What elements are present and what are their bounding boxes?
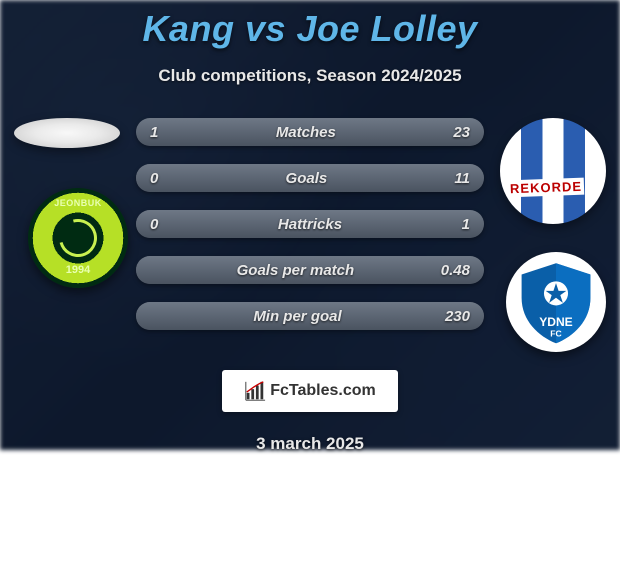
stat-row: 0 Hattricks 1 (136, 210, 484, 238)
stat-value-left: 1 (150, 124, 158, 141)
club-right-shield-icon: YDNE FC (513, 259, 599, 345)
brand-text: FcTables.com (270, 382, 376, 400)
stat-label: Matches (276, 124, 336, 141)
stat-value-right: 0.48 (441, 262, 470, 279)
bar-chart-icon (244, 380, 266, 402)
stat-label: Goals per match (237, 262, 355, 279)
stat-row: Min per goal 230 (136, 302, 484, 330)
left-column: JEONBUK 1994 (6, 118, 136, 288)
svg-text:FC: FC (550, 328, 561, 338)
stat-label: Goals (286, 170, 328, 187)
page-title: Kang vs Joe Lolley (0, 8, 620, 50)
player-left-avatar (14, 118, 120, 148)
stat-row: 0 Goals 11 (136, 164, 484, 192)
card: Kang vs Joe Lolley Club competitions, Se… (0, 0, 620, 454)
club-left-badge: JEONBUK 1994 (28, 188, 128, 288)
stat-label: Min per goal (253, 308, 341, 325)
club-left-swirl-icon (52, 212, 104, 264)
player-right-avatar (500, 118, 606, 224)
stat-row: 1 Matches 23 (136, 118, 484, 146)
stat-row: Goals per match 0.48 (136, 256, 484, 284)
club-left-year: 1994 (66, 264, 90, 276)
right-column: YDNE FC (484, 118, 614, 352)
subtitle: Club competitions, Season 2024/2025 (0, 66, 620, 86)
stat-value-right: 11 (454, 170, 470, 187)
svg-text:YDNE: YDNE (539, 315, 572, 329)
stat-label: Hattricks (278, 216, 342, 233)
stat-value-left: 0 (150, 170, 158, 187)
stat-fill-left (136, 118, 150, 146)
club-right-badge: YDNE FC (506, 252, 606, 352)
stat-value-right: 230 (445, 308, 470, 325)
main-row: JEONBUK 1994 1Matches230Goals110Hattrick… (0, 118, 620, 352)
stats-list: 1Matches230Goals110Hattricks1Goals per m… (136, 118, 484, 330)
brand-badge: FcTables.com (222, 370, 398, 412)
stat-value-right: 1 (462, 216, 470, 233)
club-left-name: JEONBUK (54, 198, 102, 208)
stat-value-left: 0 (150, 216, 158, 233)
date-footer: 3 march 2025 (0, 434, 620, 454)
stat-value-right: 23 (453, 124, 470, 141)
